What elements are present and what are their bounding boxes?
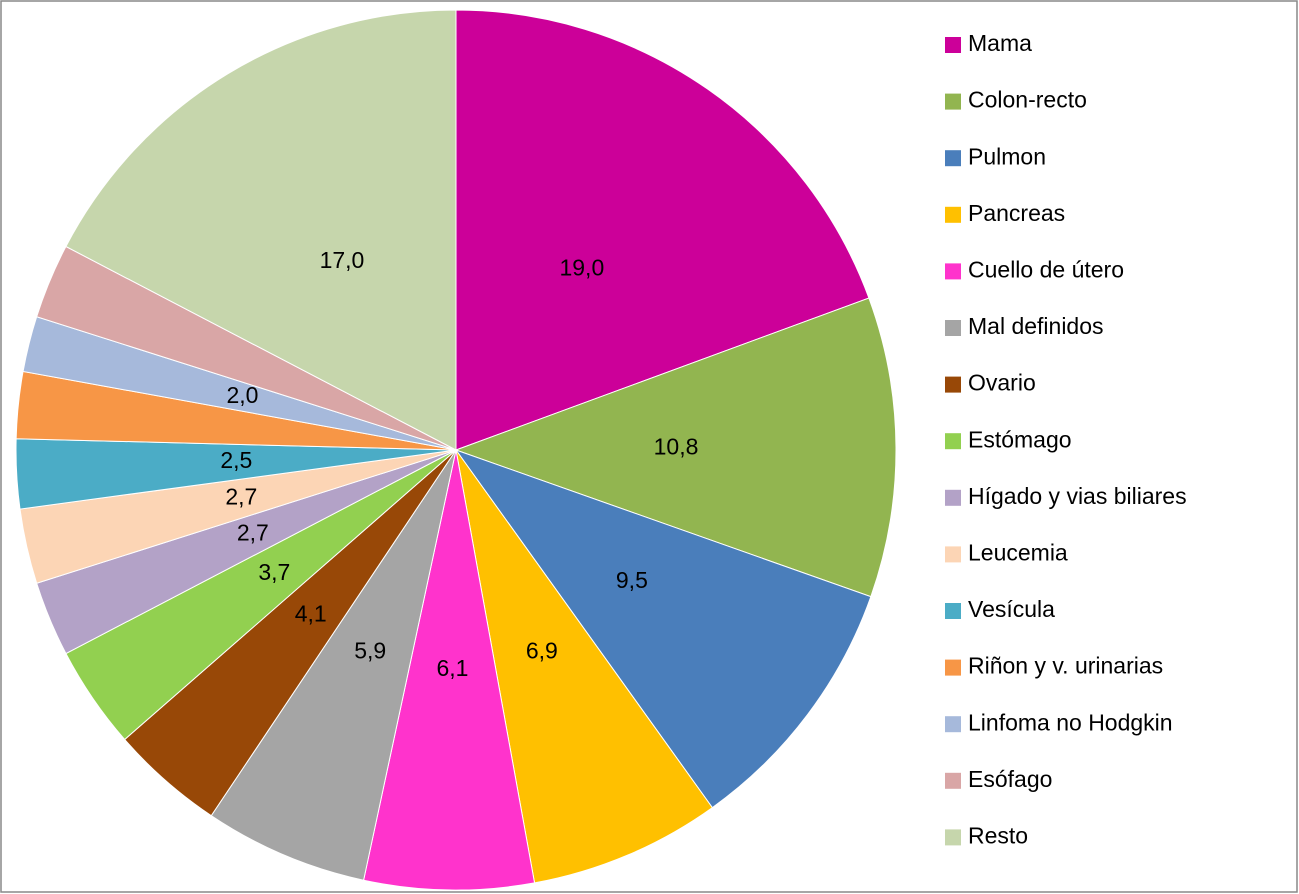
legend-label: Riñon y v. urinarias	[968, 653, 1163, 679]
legend-label: Esófago	[968, 766, 1052, 792]
data-label: 6,1	[436, 655, 468, 681]
data-label: 2,7	[237, 520, 269, 546]
data-label: 2,0	[227, 382, 259, 408]
pie-slice	[363, 449, 536, 891]
legend-label: Linfoma no Hodgkin	[968, 709, 1173, 735]
legend-swatch	[945, 829, 961, 846]
legend-label: Resto	[968, 822, 1028, 848]
legend-label: Colon-recto	[968, 87, 1087, 113]
legend-swatch	[945, 263, 961, 280]
data-label: 10,8	[654, 434, 699, 460]
legend-swatch	[945, 659, 961, 676]
pie-slice	[455, 9, 870, 451]
legend-swatch	[945, 603, 961, 619]
legend-label: Pulmon	[968, 143, 1046, 169]
data-label: 6,9	[526, 638, 558, 664]
legend-label: Mal definidos	[968, 313, 1104, 339]
legend-label: Leucemia	[968, 539, 1068, 565]
pie-slice	[210, 449, 457, 881]
legend-swatch	[945, 93, 961, 110]
legend-swatch	[945, 433, 961, 450]
data-label: 19,0	[559, 255, 604, 281]
legend-label: Cuello de útero	[968, 256, 1124, 282]
legend-swatch	[945, 376, 961, 393]
legend-label: Vesícula	[968, 596, 1055, 622]
data-label: 2,7	[225, 483, 257, 509]
legend-swatch	[945, 150, 961, 167]
data-label: 4,1	[295, 600, 327, 626]
legend-label: Pancreas	[968, 200, 1065, 226]
legend-swatch	[945, 546, 961, 563]
legend-label: Estómago	[968, 426, 1072, 452]
legend-swatch	[945, 716, 961, 733]
legend-label: Mama	[968, 30, 1032, 56]
legend-swatch	[945, 37, 961, 53]
data-label: 9,5	[616, 567, 648, 593]
data-label: 3,7	[258, 559, 290, 585]
pie-slice	[455, 449, 714, 884]
data-label: 17,0	[320, 247, 365, 273]
legend-label: Ovario	[968, 370, 1036, 396]
legend-swatch	[945, 206, 961, 223]
pie-slice	[65, 9, 457, 451]
pie-slice	[454, 448, 872, 809]
legend-swatch	[945, 489, 961, 506]
pie-slice	[454, 297, 897, 598]
legend-swatch	[945, 320, 961, 336]
data-label: 2,5	[220, 447, 252, 473]
data-label: 5,9	[354, 638, 386, 664]
legend-swatch	[945, 772, 961, 789]
legend-label: Hígado y vias biliares	[968, 483, 1187, 509]
